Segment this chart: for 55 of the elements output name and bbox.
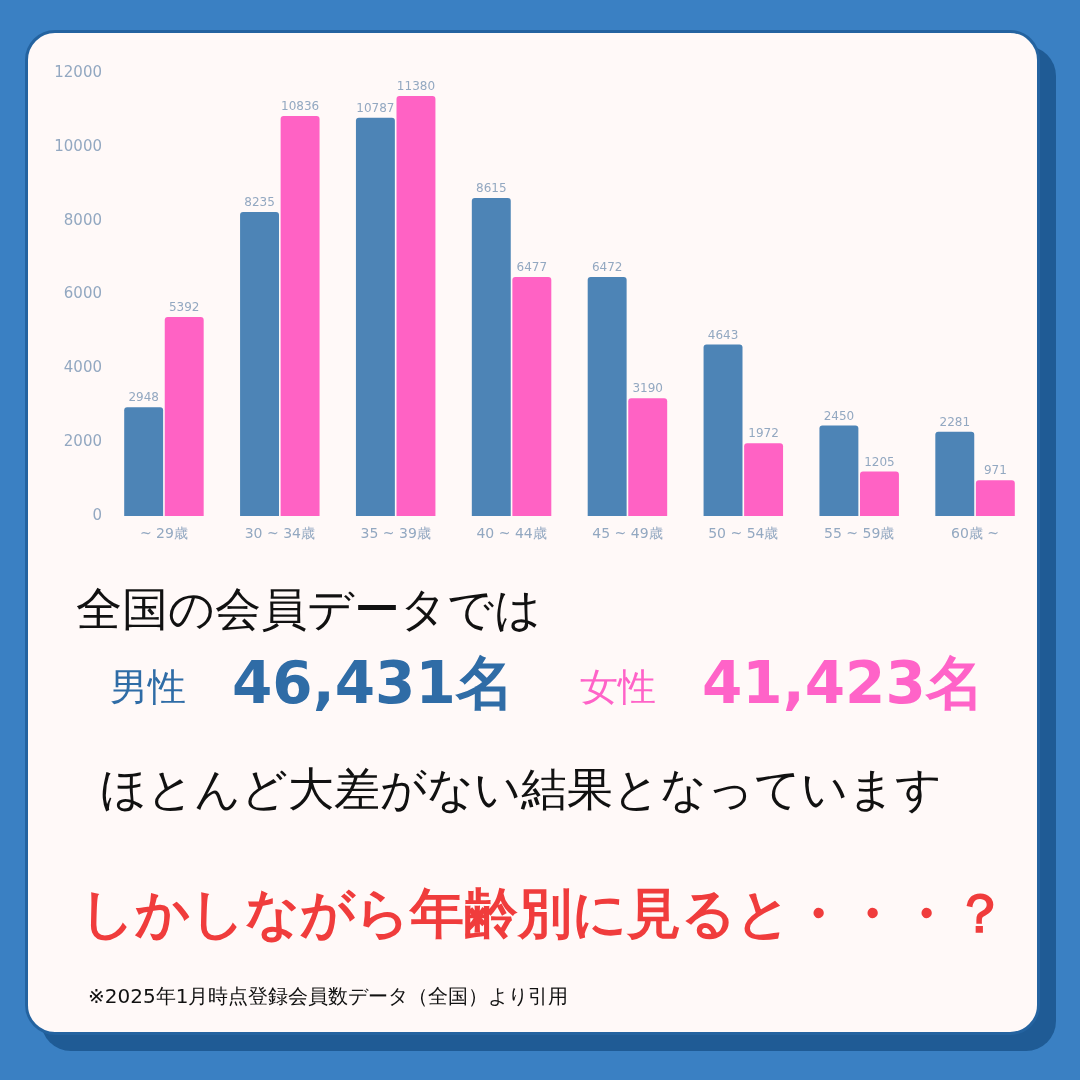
data-label: 6477: [516, 260, 548, 275]
y-tick-label: 4000: [63, 358, 102, 377]
data-label: 5392: [168, 300, 200, 315]
y-tick-label: 0: [92, 505, 102, 524]
y-tick-label: 8000: [63, 210, 102, 229]
bar: [703, 344, 743, 516]
bar: [587, 277, 627, 516]
bar: [512, 276, 552, 516]
x-tick-label: 55 ~ 59歳: [824, 525, 895, 542]
text: 男性: [110, 665, 186, 709]
data-label: 10787: [356, 100, 395, 115]
y-tick-label: 10000: [54, 136, 102, 155]
data-label: 8235: [244, 195, 275, 210]
data-label: 2450: [823, 408, 855, 423]
x-tick-label: 50 ~ 54歳: [708, 525, 779, 542]
text: 46,431名: [232, 649, 514, 717]
bar: [628, 398, 668, 516]
bar: [471, 197, 511, 516]
bar: [860, 471, 899, 516]
bar: [975, 480, 1015, 516]
text: 41,423名: [702, 649, 984, 717]
x-tick-label: 40 ~ 44歳: [476, 525, 547, 542]
bar: [164, 316, 204, 516]
data-label: 2948: [128, 390, 159, 405]
text: 女性: [580, 665, 656, 709]
bar: [240, 211, 279, 516]
data-label: 1972: [748, 426, 779, 441]
data-label: 6472: [591, 260, 623, 275]
x-tick-label: 30 ~ 34歳: [244, 525, 315, 542]
bar: [819, 425, 859, 516]
data-label: 971: [983, 463, 1007, 478]
data-label: 10836: [281, 99, 320, 114]
y-tick-label: 2000: [63, 432, 102, 451]
x-tick-label: ~ 29歳: [139, 525, 188, 542]
text: ほとんど大差がない結果となっています: [100, 762, 942, 816]
bar: [280, 115, 320, 516]
data-label: 1205: [864, 454, 895, 469]
data-label: 3190: [632, 381, 663, 396]
y-tick-label: 12000: [54, 62, 102, 81]
bar: [396, 95, 436, 516]
data-label: 2281: [939, 414, 971, 429]
data-label: 11380: [396, 79, 436, 94]
y-tick-label: 6000: [63, 284, 102, 303]
data-label: 8615: [476, 181, 507, 196]
bar: [124, 407, 164, 516]
x-tick-label: 35 ~ 39歳: [360, 525, 431, 542]
text: しかしながら年齢別に見ると・・・？: [80, 882, 1007, 945]
bar: [355, 117, 395, 516]
x-tick-label: 45 ~ 49歳: [592, 525, 663, 542]
data-label: 4643: [707, 327, 739, 342]
x-tick-label: 60歳 ~: [951, 525, 1000, 542]
bar: [744, 443, 784, 516]
text: ※2025年1月時点登録会員数データ（全国）より引用: [88, 984, 569, 1008]
text: 全国の会員データでは: [76, 582, 541, 636]
bar: [935, 431, 975, 516]
